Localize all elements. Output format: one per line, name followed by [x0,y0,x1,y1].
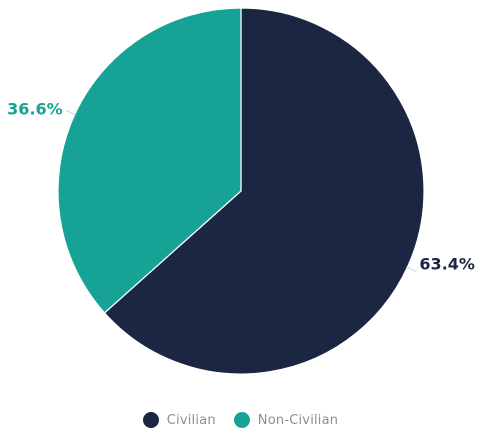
legend-label-non-civilian: Non-Civilian [257,412,339,428]
data-label-non-civilian: 36.6% [7,99,63,118]
legend-swatch-non-civilian [233,412,250,428]
legend-item-civilian[interactable]: Civilian [142,412,216,428]
pie-slice-civilian[interactable] [103,7,425,375]
data-label-civilian-leader [406,266,417,272]
legend-item-non-civilian[interactable]: Non-Civilian [233,412,339,428]
data-label-non-civilian-leader [65,109,76,116]
data-label-civilian: 63.4% [419,254,475,273]
pie-slice-non-civilian[interactable] [57,7,242,314]
legend-swatch-civilian [142,412,159,428]
chart-legend: Civilian Non-Civilian [0,408,481,432]
legend-label-civilian: Civilian [166,412,216,428]
